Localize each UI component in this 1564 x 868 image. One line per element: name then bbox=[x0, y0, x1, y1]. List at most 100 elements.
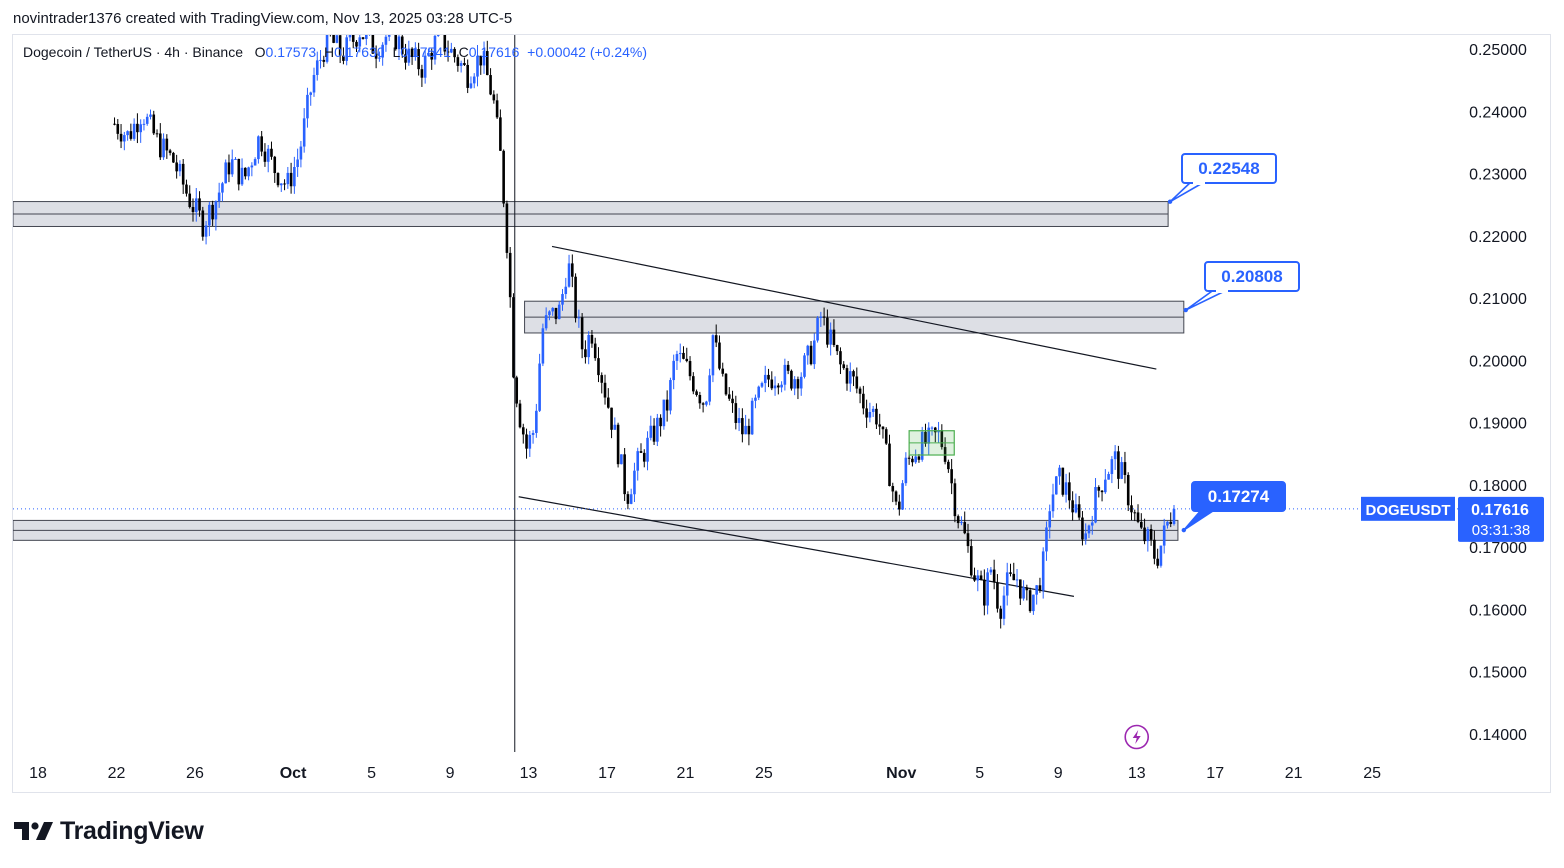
x-tick-label: 5 bbox=[367, 765, 376, 782]
candle-body bbox=[858, 388, 862, 394]
candle-body bbox=[1123, 462, 1127, 475]
candle-body bbox=[244, 167, 247, 177]
legend-symbol[interactable]: Dogecoin / TetherUS · 4h · Binance bbox=[23, 44, 243, 60]
price-callout-2[interactable]: 0.17274 bbox=[1181, 481, 1286, 533]
candle-body bbox=[185, 184, 188, 194]
candle-body bbox=[705, 401, 708, 405]
candle-body bbox=[646, 437, 649, 462]
candle-body bbox=[123, 135, 126, 142]
candle-body bbox=[253, 159, 257, 166]
candle-body bbox=[214, 201, 218, 220]
candle-body bbox=[979, 575, 983, 580]
candle-body bbox=[747, 425, 751, 435]
candle-body bbox=[633, 470, 636, 495]
candle-body bbox=[247, 167, 250, 177]
candle-body bbox=[1090, 522, 1094, 526]
candle-body bbox=[145, 116, 149, 124]
candle-body bbox=[675, 354, 679, 361]
candle-body bbox=[1012, 573, 1016, 581]
candle-body bbox=[999, 608, 1002, 619]
candle-body bbox=[780, 384, 783, 388]
x-tick-label: 9 bbox=[446, 765, 455, 782]
candle-body bbox=[541, 328, 545, 364]
candle-body bbox=[574, 276, 577, 319]
x-tick-label: 21 bbox=[677, 765, 695, 782]
candle-body bbox=[878, 424, 881, 427]
candle-body bbox=[708, 375, 711, 402]
candle-body bbox=[1035, 585, 1038, 595]
candle-body bbox=[289, 172, 293, 187]
legend-high-label: H bbox=[323, 44, 335, 60]
candle-body bbox=[407, 48, 411, 63]
candle-body bbox=[201, 210, 205, 237]
x-axis: 18 22 26 Oct 5 9 13 17 21 25 Nov 5 9 13 17 21 25 bbox=[29, 765, 1381, 782]
x-tick-label: 25 bbox=[1363, 765, 1381, 782]
candle-body bbox=[750, 400, 754, 435]
candle-body bbox=[139, 124, 142, 133]
candle-body bbox=[1120, 462, 1123, 479]
y-tick-label: 0.22000 bbox=[1469, 229, 1527, 246]
callout-label: 0.22548 bbox=[1198, 159, 1259, 178]
x-tick-label: 25 bbox=[755, 765, 773, 782]
candle-body bbox=[760, 383, 764, 387]
candle-body bbox=[469, 83, 473, 88]
symbol-tag[interactable]: DOGEUSDT bbox=[1361, 496, 1455, 521]
candle-body bbox=[371, 35, 375, 54]
candle-body bbox=[378, 57, 381, 59]
y-tick-label: 0.23000 bbox=[1469, 167, 1527, 184]
candle-body bbox=[862, 393, 865, 409]
trendline-1[interactable] bbox=[518, 496, 1075, 597]
x-tick-label: 13 bbox=[1128, 765, 1146, 782]
last-price-tag[interactable]: 0.17616 03:31:38 bbox=[1458, 496, 1544, 542]
candle-body bbox=[597, 358, 600, 376]
tradingview-logo[interactable]: TradingView bbox=[14, 815, 204, 847]
candle-body bbox=[891, 486, 895, 492]
price-callout-0[interactable]: 0.22548 bbox=[1167, 153, 1277, 204]
candle-body bbox=[907, 457, 911, 459]
candle-body bbox=[829, 329, 832, 345]
candle-body bbox=[162, 138, 165, 158]
symbol-tag-label: DOGEUSDT bbox=[1365, 502, 1450, 519]
candle-body bbox=[1143, 527, 1146, 542]
chart-area[interactable] bbox=[12, 34, 1551, 793]
candle-body bbox=[754, 397, 757, 401]
candle-body bbox=[724, 373, 728, 395]
candle-body bbox=[992, 569, 996, 583]
candle-body bbox=[149, 114, 152, 117]
candle-body bbox=[234, 158, 237, 160]
candle-body bbox=[1074, 504, 1078, 513]
candle-body bbox=[773, 385, 777, 389]
candle-body bbox=[777, 385, 780, 388]
candle-body bbox=[914, 456, 917, 463]
candle-body bbox=[293, 167, 296, 187]
candle-body bbox=[584, 349, 587, 358]
candle-body bbox=[809, 345, 813, 365]
candle-body bbox=[1032, 594, 1035, 612]
x-tick-label: 13 bbox=[520, 765, 538, 782]
candle-body bbox=[319, 59, 322, 61]
candle-body bbox=[577, 317, 581, 319]
lightning-icon[interactable] bbox=[1124, 724, 1150, 750]
candle-body bbox=[1110, 459, 1114, 475]
trendline-0[interactable] bbox=[551, 245, 1157, 370]
candle-body bbox=[590, 335, 594, 344]
candle-body bbox=[286, 172, 290, 185]
candle-body bbox=[770, 379, 774, 389]
y-tick-label: 0.25000 bbox=[1469, 42, 1527, 59]
price-callout-1[interactable]: 0.20808 bbox=[1183, 261, 1300, 313]
candles bbox=[113, 35, 1176, 629]
candle-body bbox=[181, 163, 185, 185]
candle-body bbox=[1097, 487, 1101, 491]
candle-body bbox=[492, 94, 496, 101]
candle-body bbox=[208, 204, 211, 226]
support-resistance-zones bbox=[13, 201, 1185, 541]
candle-body bbox=[1025, 587, 1029, 591]
candle-body bbox=[865, 408, 868, 418]
candle-body bbox=[515, 377, 519, 404]
candle-body bbox=[783, 364, 787, 385]
candle-body bbox=[1169, 521, 1173, 524]
candle-body bbox=[172, 152, 175, 163]
candle-body bbox=[901, 483, 904, 510]
candle-body bbox=[276, 173, 280, 186]
